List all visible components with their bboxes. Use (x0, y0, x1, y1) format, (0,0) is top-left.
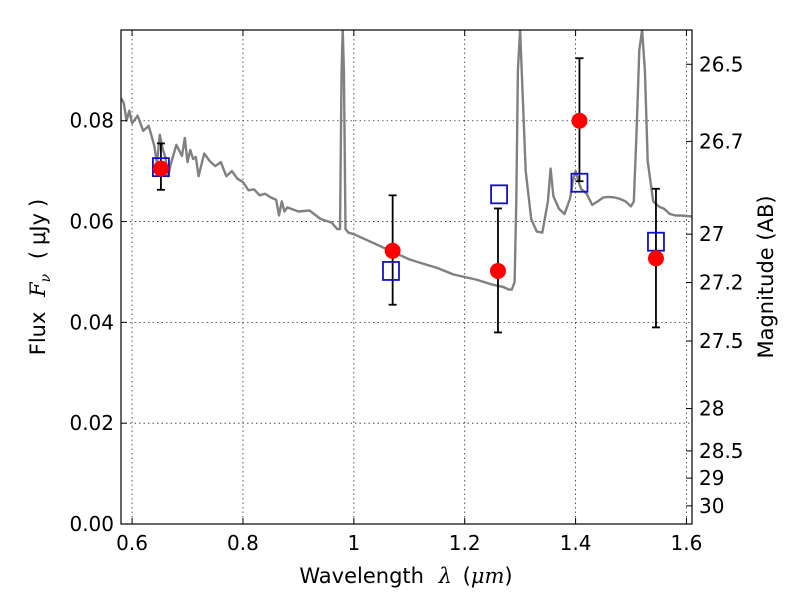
observed-photometry-point (647, 250, 664, 267)
x-axis-label-unit: μm (471, 564, 505, 588)
grid (121, 30, 692, 525)
y2-tick-label: 27 (699, 222, 724, 246)
error-bars (156, 57, 660, 334)
y-tick-label: 0.08 (69, 109, 114, 133)
observed-photometry-point (489, 262, 506, 279)
y-tick-label: 0.04 (69, 310, 114, 334)
y-tick-label: 0.02 (69, 411, 114, 435)
y2-tick-label: 27.5 (699, 329, 744, 353)
y2-tick-label: 26.5 (699, 52, 744, 76)
observed-photometry-point (152, 160, 169, 177)
observed-photometry-point (384, 242, 401, 259)
y2-tick-label: 26.7 (699, 129, 744, 153)
y-tick-label: 0.00 (69, 512, 114, 536)
model-photometry-square (382, 261, 400, 281)
y2-axis-ticks: 26.5 26.7 27 27.2 27.5 28 28.5 29 30 (686, 52, 744, 518)
y-tick-label: 0.06 (69, 210, 114, 234)
y2-tick-label: 30 (699, 494, 724, 518)
x-axis-label-text: Wavelength (299, 564, 424, 588)
x-tick-label: 0.6 (116, 531, 148, 555)
y-axis-ticks: 0.00 0.02 0.04 0.06 0.08 (69, 109, 127, 536)
model-spectrum-layer (121, 30, 692, 291)
model-spectrum-line (121, 30, 692, 291)
y-axis-label-subscript: ν (38, 273, 54, 282)
x-tick-label: 1.6 (671, 531, 703, 555)
y2-tick-label: 29 (699, 466, 724, 490)
y-axis-label-unit: μJy (26, 213, 50, 245)
y2-axis-label: Magnitude (AB) (754, 195, 778, 358)
y2-tick-label: 27.2 (699, 271, 744, 295)
observed-photometry-point (571, 112, 588, 129)
y-axis-label-text: Flux (26, 312, 50, 356)
x-axis-ticks: 0.6 0.8 1 1.2 1.4 1.6 (116, 30, 702, 555)
x-axis-label-symbol: λ (438, 564, 452, 588)
x-tick-label: 1.4 (560, 531, 592, 555)
x-tick-label: 0.8 (227, 531, 259, 555)
y2-tick-label: 28.5 (699, 439, 744, 463)
model-photometry-points (152, 157, 665, 281)
y2-tick-label: 28 (699, 397, 724, 421)
x-tick-label: 1 (347, 531, 360, 555)
y-axis-label-symbol: F (26, 281, 50, 298)
x-tick-label: 1.2 (449, 531, 481, 555)
x-axis-label: Wavelength λ (μm) (299, 564, 512, 588)
observed-photometry-points (152, 112, 664, 279)
plot-frame (120, 29, 693, 525)
model-photometry-square (570, 172, 589, 193)
model-photometry-square (490, 184, 508, 205)
y-axis-label: Flux Fν (μJy) (26, 199, 55, 356)
